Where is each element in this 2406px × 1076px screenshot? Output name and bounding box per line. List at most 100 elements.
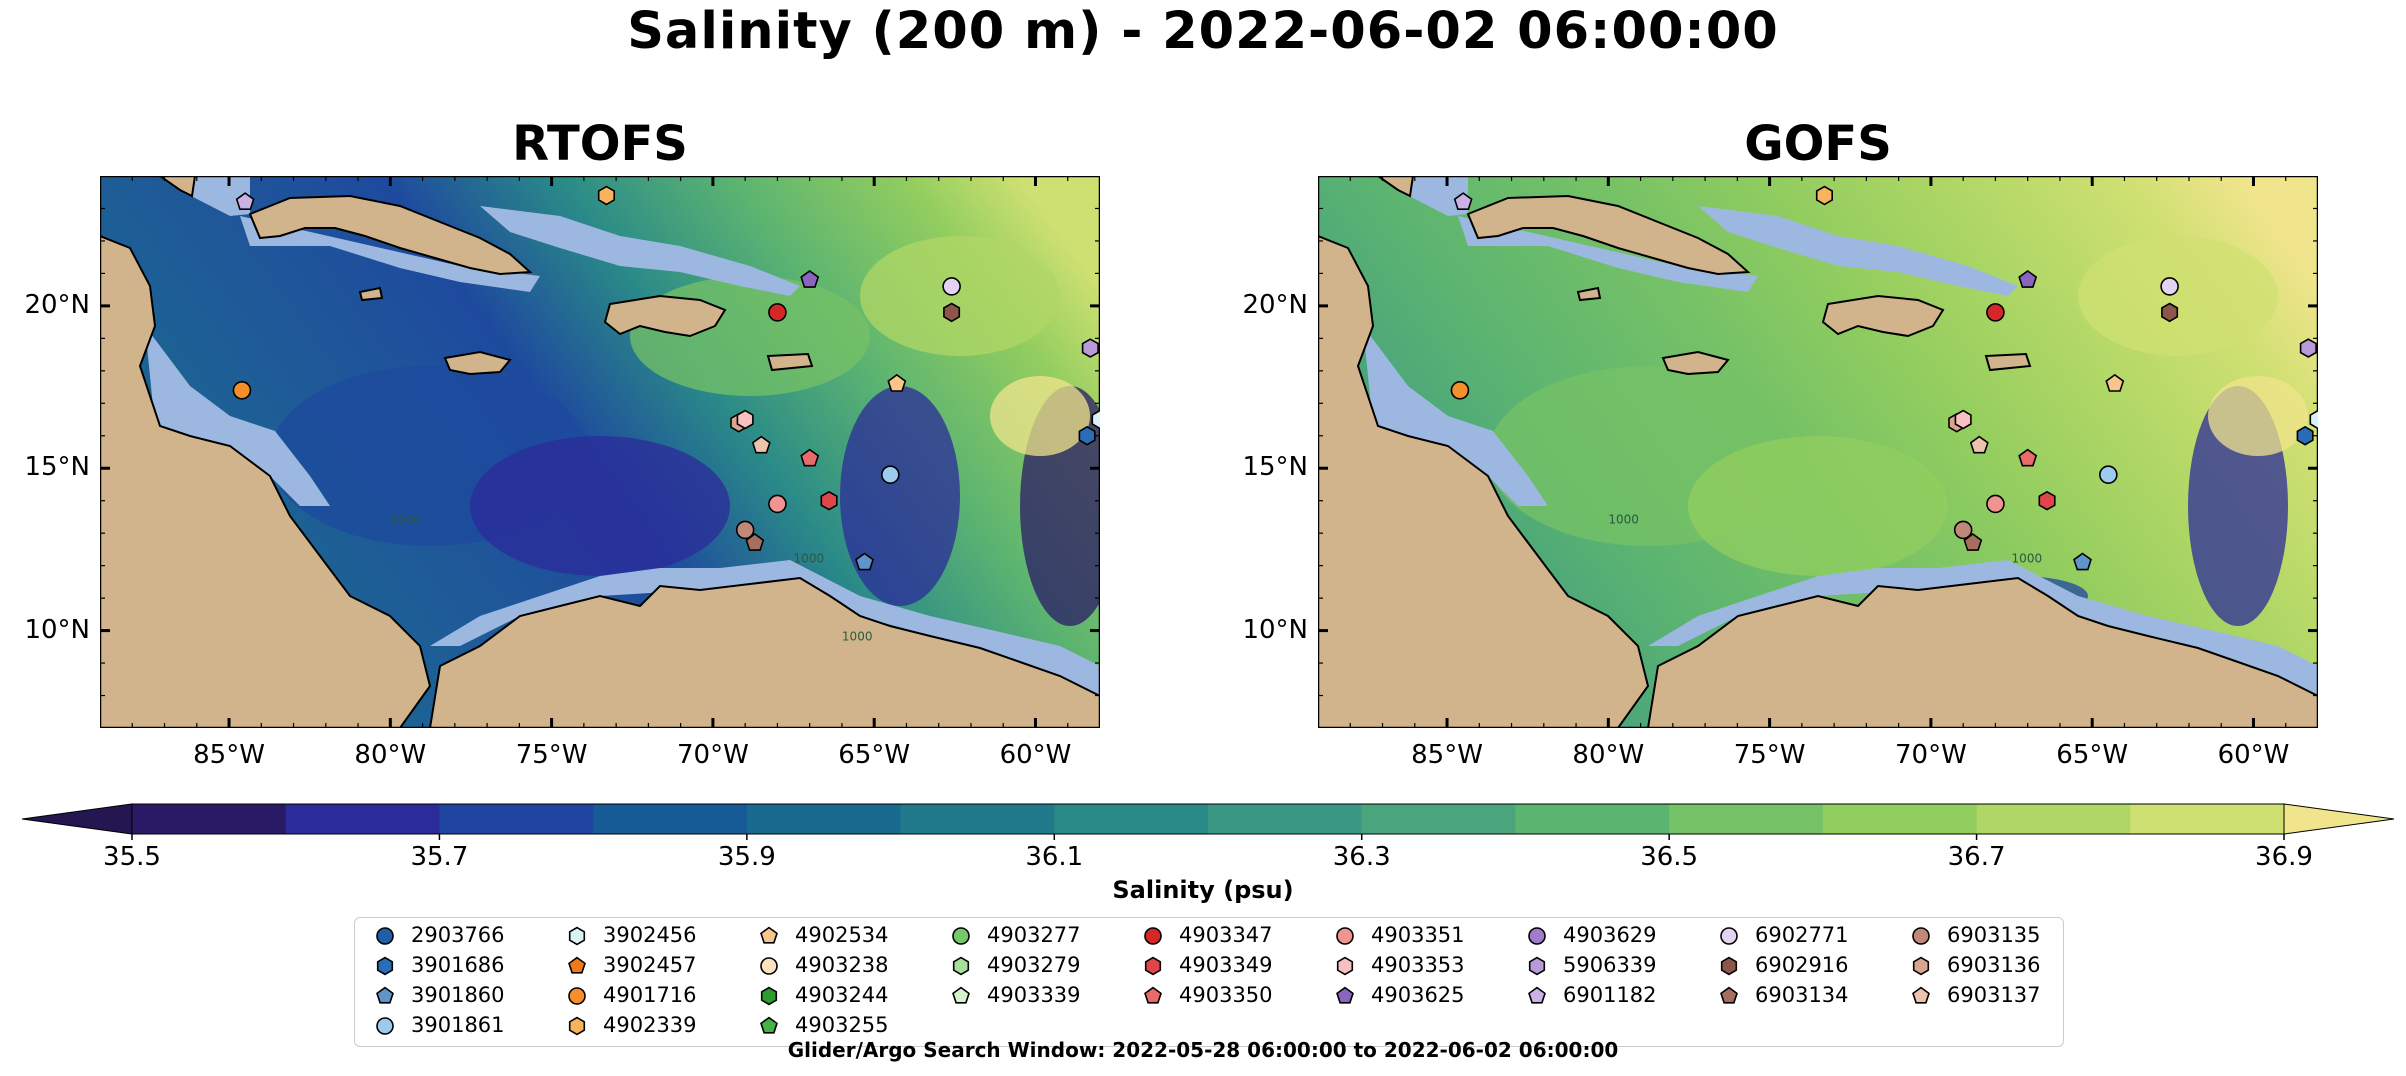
float-marker — [232, 381, 252, 400]
legend-label: 4903347 — [1179, 923, 1273, 947]
legend-marker-shape — [1336, 986, 1354, 1004]
x-tick-label: 60°W — [2217, 740, 2290, 770]
float-marker — [2018, 448, 2038, 467]
legend-label: 3901686 — [411, 953, 505, 977]
legend-marker-shape — [1720, 927, 1738, 945]
legend-marker-shape — [952, 956, 970, 976]
colorbar-tick-label: 36.1 — [1025, 842, 1084, 872]
float-marker — [2161, 302, 2179, 323]
contour-label: 1000 — [842, 629, 873, 643]
legend-marker — [568, 926, 586, 946]
legend-marker-shape — [1336, 927, 1354, 945]
x-tick-label: 75°W — [515, 740, 588, 770]
colorbar-segment — [2130, 804, 2285, 834]
legend-label: 3902456 — [603, 923, 697, 947]
colorbar-tick-label: 36.7 — [1947, 842, 2006, 872]
legend-label: 4903255 — [795, 1013, 889, 1037]
float-marker — [2309, 409, 2318, 430]
legend-label: 6903135 — [1947, 923, 2041, 947]
y-tick-label: 15°N — [1242, 452, 1308, 483]
float-legend: 2903766 3901686 3901860 3901861 3902456 39024… — [354, 917, 2064, 1047]
colorbar-segment — [132, 804, 287, 834]
colorbar-tick-label: 36.3 — [1332, 842, 1391, 872]
legend-label: 4903629 — [1563, 923, 1657, 947]
shelf-region — [1318, 176, 1468, 216]
legend-label: 4903625 — [1371, 983, 1465, 1007]
float-marker — [597, 185, 616, 206]
x-tick-label: 80°W — [354, 740, 427, 770]
legend-marker — [760, 957, 778, 975]
legend-marker — [1528, 986, 1546, 1004]
legend-label: 4901716 — [603, 983, 697, 1007]
legend-marker-shape — [1528, 986, 1546, 1004]
x-tick-label: 85°W — [193, 740, 265, 770]
float-marker — [1954, 409, 1972, 430]
salinity-eddy — [860, 236, 1060, 356]
rtofs-map: 1000 1000 1000 — [100, 176, 1100, 728]
legend-marker-shape — [952, 927, 970, 945]
legend-marker — [376, 986, 394, 1004]
legend-marker-shape — [1144, 927, 1162, 945]
legend-marker-shape — [568, 987, 586, 1005]
colorbar-extend-high — [2283, 803, 2394, 835]
float-marker — [887, 373, 907, 392]
shelf-region — [1458, 216, 1758, 292]
land — [1576, 286, 1602, 302]
legend-marker-shape — [376, 1017, 394, 1035]
legend-label: 2903766 — [411, 923, 505, 947]
contour-label: 1000 — [794, 551, 825, 565]
legend-marker — [1528, 927, 1546, 945]
map-frame — [100, 176, 1100, 728]
shelf-region — [430, 560, 1100, 696]
colorbar-segment — [1515, 804, 1670, 834]
legend-label: 6903137 — [1947, 983, 2041, 1007]
float-marker — [751, 435, 771, 454]
legend-label: 6903134 — [1755, 983, 1849, 1007]
salinity-eddy — [1688, 436, 1948, 576]
legend-marker — [1336, 986, 1354, 1004]
legend-marker — [1336, 927, 1354, 945]
land — [1661, 350, 1730, 376]
colorbar-segment — [439, 804, 594, 834]
salinity-eddy — [990, 376, 1090, 456]
land — [443, 350, 512, 376]
colorbar — [22, 803, 2394, 840]
legend-label: 6903136 — [1947, 953, 2041, 977]
land — [158, 176, 197, 198]
colorbar-tick-label: 35.7 — [410, 842, 469, 872]
float-marker — [745, 533, 765, 551]
shelf-region — [1363, 326, 1548, 506]
legend-marker — [760, 986, 778, 1006]
legend-marker — [1336, 956, 1354, 976]
legend-marker-shape — [1528, 927, 1546, 945]
legend-marker-shape — [1912, 956, 1930, 976]
legend-label: 6902771 — [1755, 923, 1849, 947]
float-marker — [1081, 338, 1099, 358]
float-marker — [1986, 494, 2005, 514]
colorbar-tick-label: 35.9 — [717, 842, 776, 872]
x-tick-label: 75°W — [1733, 740, 1806, 770]
legend-marker-shape — [568, 956, 586, 974]
legend-marker — [376, 956, 394, 976]
legend-label: 4903244 — [795, 983, 889, 1007]
land — [1466, 194, 1751, 276]
legend-marker-shape — [1912, 927, 1930, 945]
legend-marker — [1912, 986, 1930, 1004]
shelf-region — [100, 176, 250, 216]
float-marker — [1986, 303, 2005, 322]
x-tick-label: 65°W — [2056, 740, 2129, 770]
shelf-region — [145, 326, 330, 506]
legend-label: 4903349 — [1179, 953, 1273, 977]
legend-marker-shape — [952, 986, 970, 1004]
legend-label: 5906339 — [1563, 953, 1657, 977]
shelf-region — [1648, 560, 2318, 696]
land — [766, 352, 814, 372]
legend-label: 6902916 — [1755, 953, 1849, 977]
shelf-region — [480, 206, 800, 296]
colorbar-label: Salinity (psu) — [1112, 876, 1294, 904]
rtofs-panel-title: RTOFS — [512, 116, 688, 172]
land — [1821, 294, 1945, 338]
float-marker — [2105, 373, 2125, 392]
legend-marker — [1720, 956, 1738, 976]
legend-marker — [1720, 986, 1738, 1004]
